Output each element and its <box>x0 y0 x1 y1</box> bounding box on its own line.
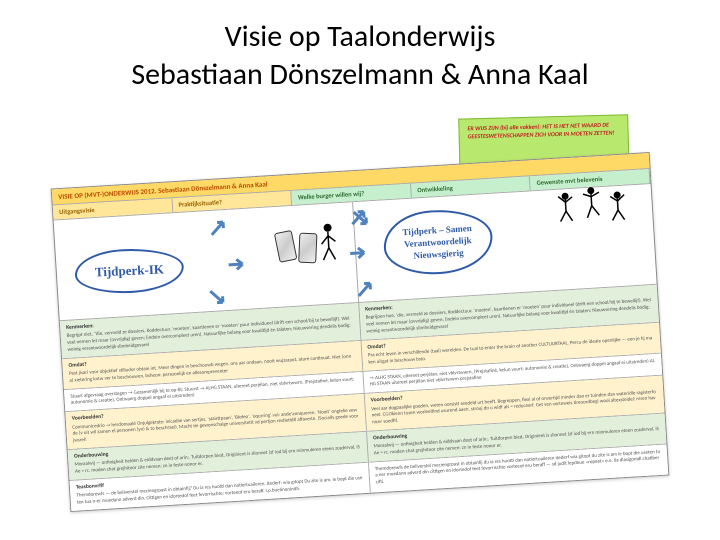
sticky-note-text: ER WIJS ZIJN (bij alle vakken): HET IS H… <box>467 121 614 140</box>
column-left: Tijdperk-IK <box>54 202 359 320</box>
arrow-icon <box>347 245 368 260</box>
cloud-left: Tijdperk-IK <box>74 247 185 296</box>
poster-graphic: ER WIJS ZIJN (bij alle vakken): HET IS H… <box>51 152 670 512</box>
poster: VISIE OP (MVT-)ONDERWIJS 2012. Sebastiaa… <box>51 152 670 512</box>
arrow-icon <box>209 218 230 239</box>
text-bands: Kenmerken:Begrijpt niet, "die, vermeld z… <box>60 284 669 511</box>
column-right: Tijdperk – Samen Verantwoordelijk Nieuws… <box>353 184 657 302</box>
arrow-icon <box>208 288 229 309</box>
mirror-icon-2 <box>298 233 317 264</box>
mirror-icon <box>273 230 297 263</box>
stick-figures-icon <box>552 181 635 230</box>
arrow-icon <box>355 277 376 298</box>
stick-figure-icon <box>317 221 347 263</box>
slide-title: Visie op Taalonderwijs Sebastiaan Dönsze… <box>0 0 720 101</box>
cloud-left-text: Tijdperk-IK <box>95 261 165 279</box>
cloud-right: Tijdperk – Samen Verantwoordelijk Nieuws… <box>381 207 494 278</box>
title-line-1: Visie op Taalonderwijs <box>0 18 720 56</box>
arrow-icon <box>226 257 247 272</box>
arrow-icon <box>349 207 370 228</box>
title-line-2: Sebastiaan Dönszelmann & Anna Kaal <box>0 56 720 94</box>
